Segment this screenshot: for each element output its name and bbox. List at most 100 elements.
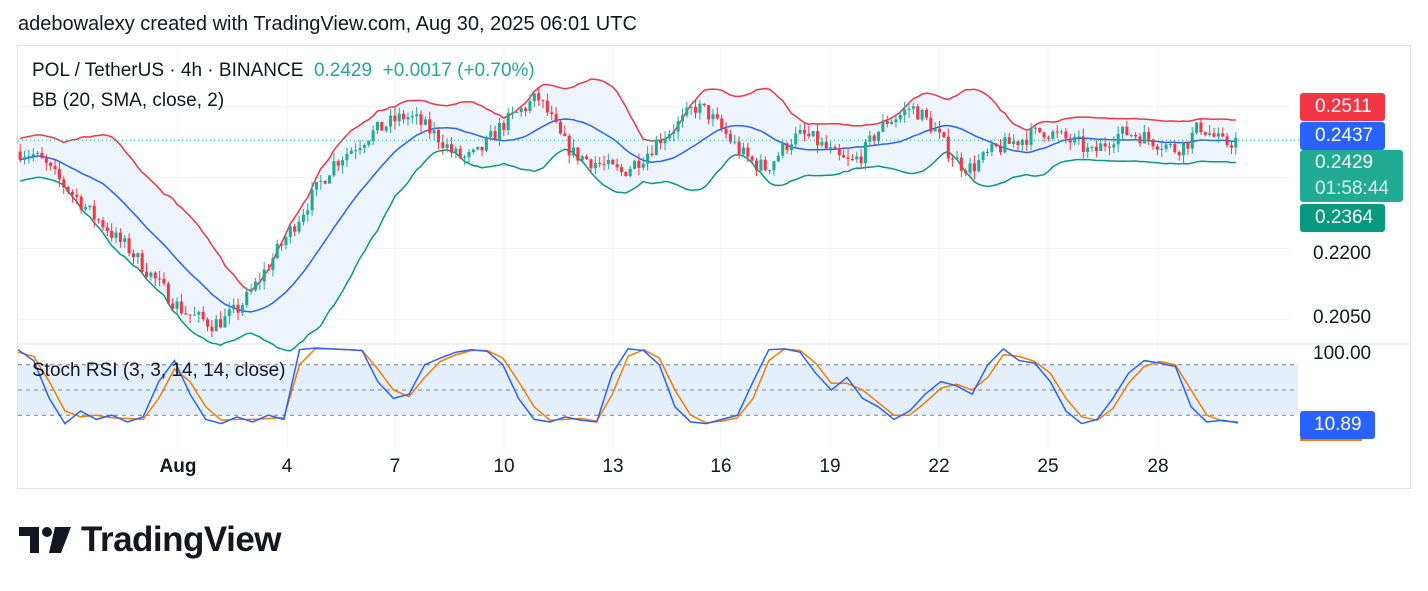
last-price-label: 0.2429 01:58:44	[1300, 150, 1403, 202]
candle-body	[707, 105, 711, 120]
symbol-legend[interactable]: POL / TetherUS · 4h · BINANCE 0.2429 +0.…	[32, 60, 535, 82]
stoch-d-line	[17, 348, 1239, 424]
symbol-label[interactable]: POL / TetherUS · 4h · BINANCE	[32, 60, 304, 81]
candle-body	[227, 309, 231, 317]
candle-body	[1042, 132, 1046, 138]
candle-body	[1160, 148, 1164, 150]
candle-body	[672, 131, 676, 134]
candle-body	[532, 93, 536, 102]
candle-body	[580, 156, 584, 161]
candle-body	[44, 158, 48, 163]
candle-body	[694, 106, 698, 113]
candle-body	[458, 148, 462, 158]
candle-body	[262, 269, 266, 282]
candle-body	[27, 156, 31, 158]
stoch-rsi-legend[interactable]: Stoch RSI (3, 3, 14, 14, close)	[32, 360, 286, 381]
candle-body	[406, 117, 410, 120]
candle-body	[192, 314, 196, 316]
candle-body	[1225, 136, 1229, 146]
candle-body	[1229, 145, 1233, 148]
candle-body	[615, 164, 619, 168]
bb-legend[interactable]: BB (20, SMA, close, 2)	[32, 90, 225, 111]
candle-body	[323, 181, 327, 184]
candle-body	[990, 143, 994, 152]
candle-body	[345, 153, 349, 161]
candle-body	[441, 142, 445, 148]
candle-body	[881, 120, 885, 132]
candle-body	[680, 115, 684, 122]
candle-body	[676, 121, 680, 132]
candle-body	[1203, 132, 1207, 135]
candle-body	[236, 304, 240, 313]
candle-body	[802, 129, 806, 134]
candle-body	[184, 313, 188, 315]
candle-body	[18, 151, 22, 160]
candle-body	[1164, 144, 1168, 149]
candle-body	[728, 134, 732, 142]
bb-basis-line	[19, 118, 1236, 313]
candle-body	[66, 187, 70, 192]
tradingview-logo[interactable]: TradingView	[19, 520, 282, 560]
price-change-value: +0.0017 (+0.70%)	[382, 60, 535, 81]
candle-body	[519, 108, 523, 113]
candle-body	[123, 238, 127, 242]
candle-body	[223, 316, 227, 328]
candle-body	[188, 314, 192, 316]
candle-body	[924, 109, 928, 118]
candle-body	[57, 169, 61, 180]
x-axis-tick: 28	[1147, 456, 1169, 477]
bb-basis-label: 0.2437	[1300, 122, 1385, 150]
candle-body	[497, 122, 501, 140]
candle-body	[310, 189, 314, 211]
x-axis-tick: 7	[389, 456, 401, 477]
candle-body	[1121, 126, 1125, 134]
x-axis-tick: 25	[1037, 456, 1059, 477]
candle-body	[179, 301, 183, 314]
candle-body	[1073, 136, 1077, 143]
candle-body	[158, 278, 162, 280]
x-axis-tick: 10	[493, 456, 515, 477]
candle-body	[506, 112, 510, 131]
candle-body	[850, 158, 854, 160]
bb-lower-line	[19, 148, 1236, 352]
candle-body	[419, 114, 423, 125]
candle-body	[1116, 133, 1120, 145]
candle-body	[641, 163, 645, 168]
candle-body	[415, 114, 419, 117]
candle-body	[1221, 133, 1225, 137]
stoch-axis-tick: 100.00	[1313, 343, 1372, 364]
candle-body	[907, 108, 911, 110]
x-axis-tick: 13	[602, 456, 624, 477]
candle-body	[1212, 133, 1216, 137]
candle-body	[585, 156, 589, 160]
candle-body	[145, 271, 149, 277]
candle-body	[942, 132, 946, 137]
candle-body	[1190, 132, 1194, 149]
candle-body	[284, 237, 288, 246]
candle-body	[528, 101, 532, 111]
candle-body	[1168, 143, 1172, 145]
candle-body	[480, 146, 484, 151]
candle-body	[166, 283, 170, 304]
candle-body	[816, 131, 820, 146]
candle-body	[611, 159, 615, 165]
candle-body	[715, 114, 719, 119]
candle-body	[502, 122, 506, 131]
candle-body	[1129, 134, 1133, 136]
candle-body	[824, 141, 828, 149]
last-price-value: 0.2429	[313, 60, 373, 81]
candle-body	[75, 194, 79, 197]
candle-body	[1012, 141, 1016, 145]
candle-body	[49, 162, 53, 166]
candle-body	[88, 205, 92, 208]
candle-body	[511, 112, 515, 114]
candle-body	[484, 136, 488, 151]
bb-lower-label: 0.2364	[1300, 204, 1385, 232]
candle-body	[898, 114, 902, 120]
candle-body	[319, 181, 323, 183]
candle-body	[1020, 139, 1024, 146]
candle-body	[362, 145, 366, 149]
candle-body	[445, 144, 449, 148]
candle-body	[1055, 131, 1059, 133]
